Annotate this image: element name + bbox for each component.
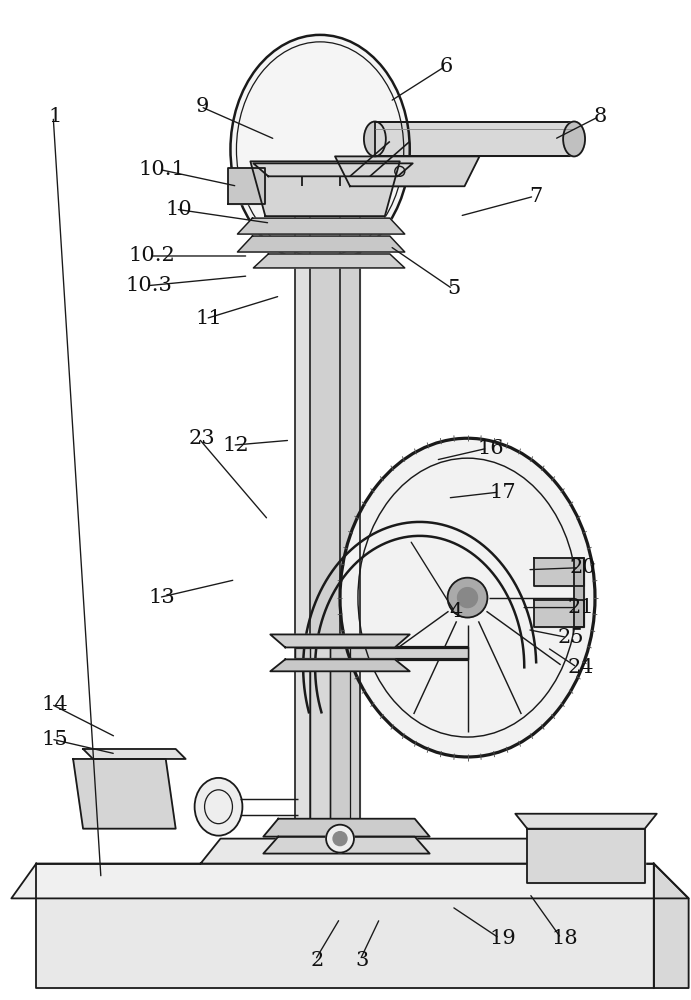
Text: 5: 5 [448,279,461,298]
Text: 19: 19 [489,929,516,948]
Text: 18: 18 [551,929,578,948]
Ellipse shape [364,122,386,156]
Polygon shape [515,814,656,829]
Polygon shape [295,176,340,839]
Ellipse shape [231,35,410,264]
Polygon shape [263,819,430,837]
Polygon shape [527,829,645,883]
Text: 3: 3 [355,951,368,970]
Polygon shape [335,156,480,186]
Text: 8: 8 [594,107,607,126]
Text: 2: 2 [310,951,323,970]
Polygon shape [254,163,413,176]
Ellipse shape [563,122,585,156]
Polygon shape [83,749,186,759]
Text: 11: 11 [196,309,223,328]
Text: 21: 21 [567,598,594,617]
Polygon shape [256,168,444,186]
Polygon shape [254,254,405,268]
Circle shape [333,832,347,846]
Polygon shape [310,176,360,839]
Ellipse shape [195,778,243,836]
Polygon shape [11,864,689,898]
Text: 12: 12 [223,436,249,455]
Polygon shape [330,647,350,839]
Circle shape [448,578,487,618]
Polygon shape [295,176,360,188]
Polygon shape [238,236,405,252]
Polygon shape [200,839,599,864]
Text: 20: 20 [569,558,596,577]
Ellipse shape [340,438,595,757]
Text: 24: 24 [567,658,594,677]
Text: 15: 15 [41,730,68,749]
Polygon shape [534,558,584,586]
Circle shape [326,825,354,853]
Polygon shape [250,161,400,216]
Polygon shape [574,558,584,627]
Polygon shape [270,659,410,671]
Polygon shape [310,647,330,839]
Circle shape [457,588,477,608]
Polygon shape [295,647,468,659]
Text: 25: 25 [557,628,584,647]
Polygon shape [73,759,176,829]
Polygon shape [375,122,574,156]
Text: 9: 9 [196,97,209,116]
Text: 14: 14 [41,695,68,714]
Polygon shape [534,600,584,627]
Text: 1: 1 [48,107,61,126]
Text: 10.3: 10.3 [126,276,173,295]
Polygon shape [238,218,405,234]
Text: 7: 7 [529,187,542,206]
Polygon shape [229,168,265,204]
Text: 13: 13 [149,588,176,607]
Polygon shape [654,864,689,988]
Text: 16: 16 [477,439,504,458]
Text: 4: 4 [450,602,463,621]
Text: 10.1: 10.1 [139,160,186,179]
Text: 10: 10 [166,200,193,219]
Text: 23: 23 [189,429,216,448]
Polygon shape [36,864,654,988]
Text: 6: 6 [439,57,453,76]
Polygon shape [270,634,410,647]
Text: 17: 17 [489,483,516,502]
Text: 10.2: 10.2 [129,246,176,265]
Polygon shape [263,837,430,854]
